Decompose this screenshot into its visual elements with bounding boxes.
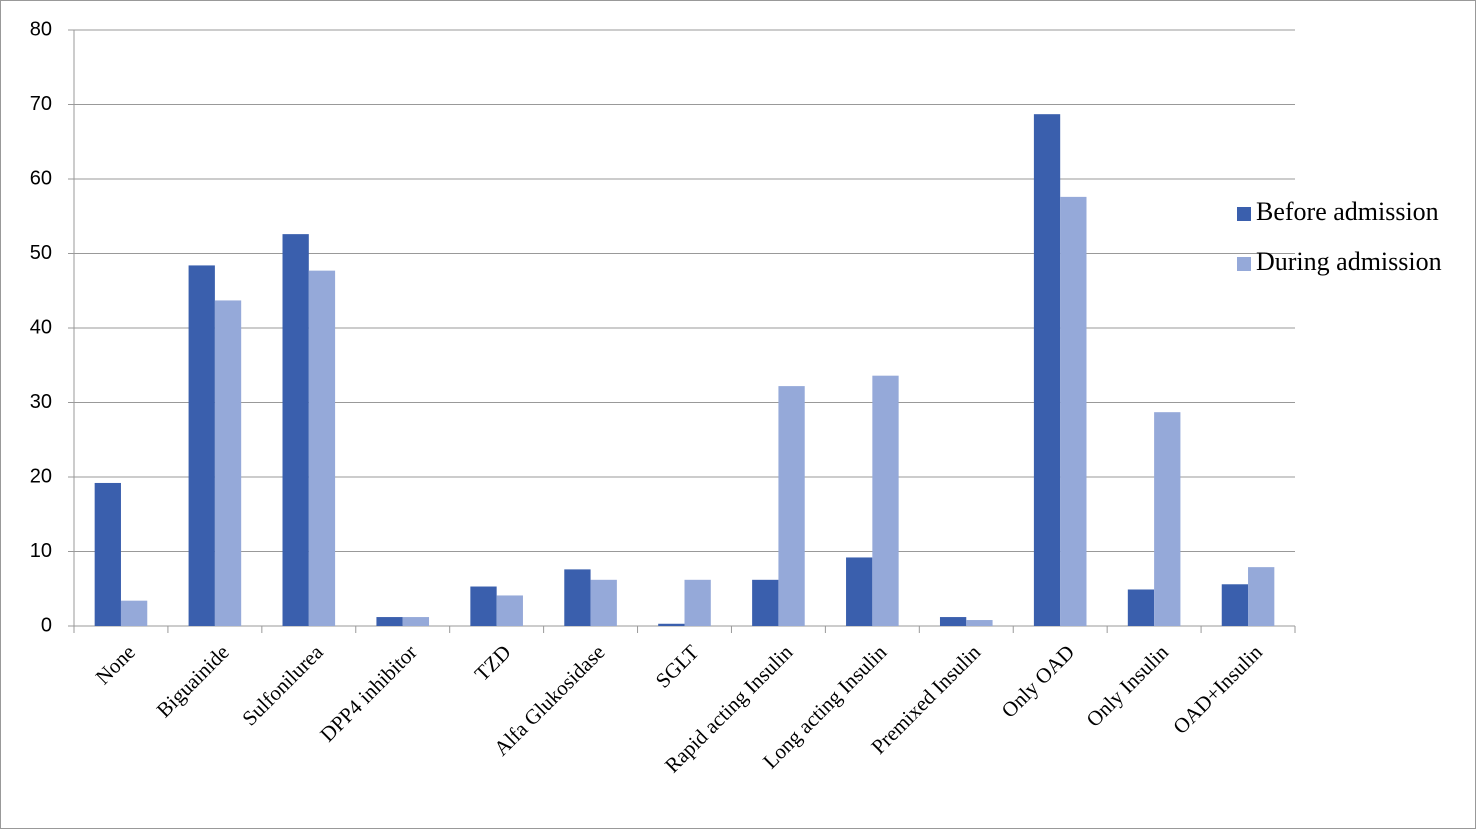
legend-swatch (1237, 257, 1251, 271)
bar (939, 617, 967, 626)
bar (846, 557, 873, 626)
bar (376, 617, 403, 626)
bar (282, 234, 309, 626)
y-tick-label: 50 (30, 242, 52, 264)
y-tick-label: 30 (30, 391, 52, 413)
bar (402, 617, 430, 626)
bar (966, 620, 993, 626)
bar (590, 579, 617, 626)
bar (658, 623, 685, 626)
y-tick-label: 20 (30, 465, 52, 487)
legend-swatch (1237, 207, 1251, 221)
y-tick-label: 40 (30, 316, 52, 338)
legend-label: Before admission (1256, 197, 1439, 226)
bar (564, 569, 591, 626)
bar (1060, 196, 1087, 626)
y-tick-label: 70 (30, 93, 52, 115)
bar (1033, 114, 1061, 626)
bar (496, 595, 523, 626)
bar (1154, 412, 1181, 626)
bar (1127, 589, 1155, 626)
y-tick-label: 10 (30, 540, 52, 562)
bar (308, 270, 336, 626)
bar (1221, 584, 1249, 626)
y-tick-label: 0 (41, 614, 52, 636)
bar (470, 586, 497, 626)
bar (188, 265, 215, 626)
bar (872, 375, 899, 626)
y-tick-label: 80 (30, 18, 52, 40)
bar (752, 579, 779, 626)
bar (214, 300, 242, 626)
bar (1248, 567, 1275, 626)
bar (684, 579, 711, 626)
legend-label: During admission (1256, 247, 1442, 276)
y-tick-label: 60 (30, 167, 52, 189)
bar (778, 386, 805, 626)
bar (94, 482, 121, 626)
bar (120, 600, 148, 626)
